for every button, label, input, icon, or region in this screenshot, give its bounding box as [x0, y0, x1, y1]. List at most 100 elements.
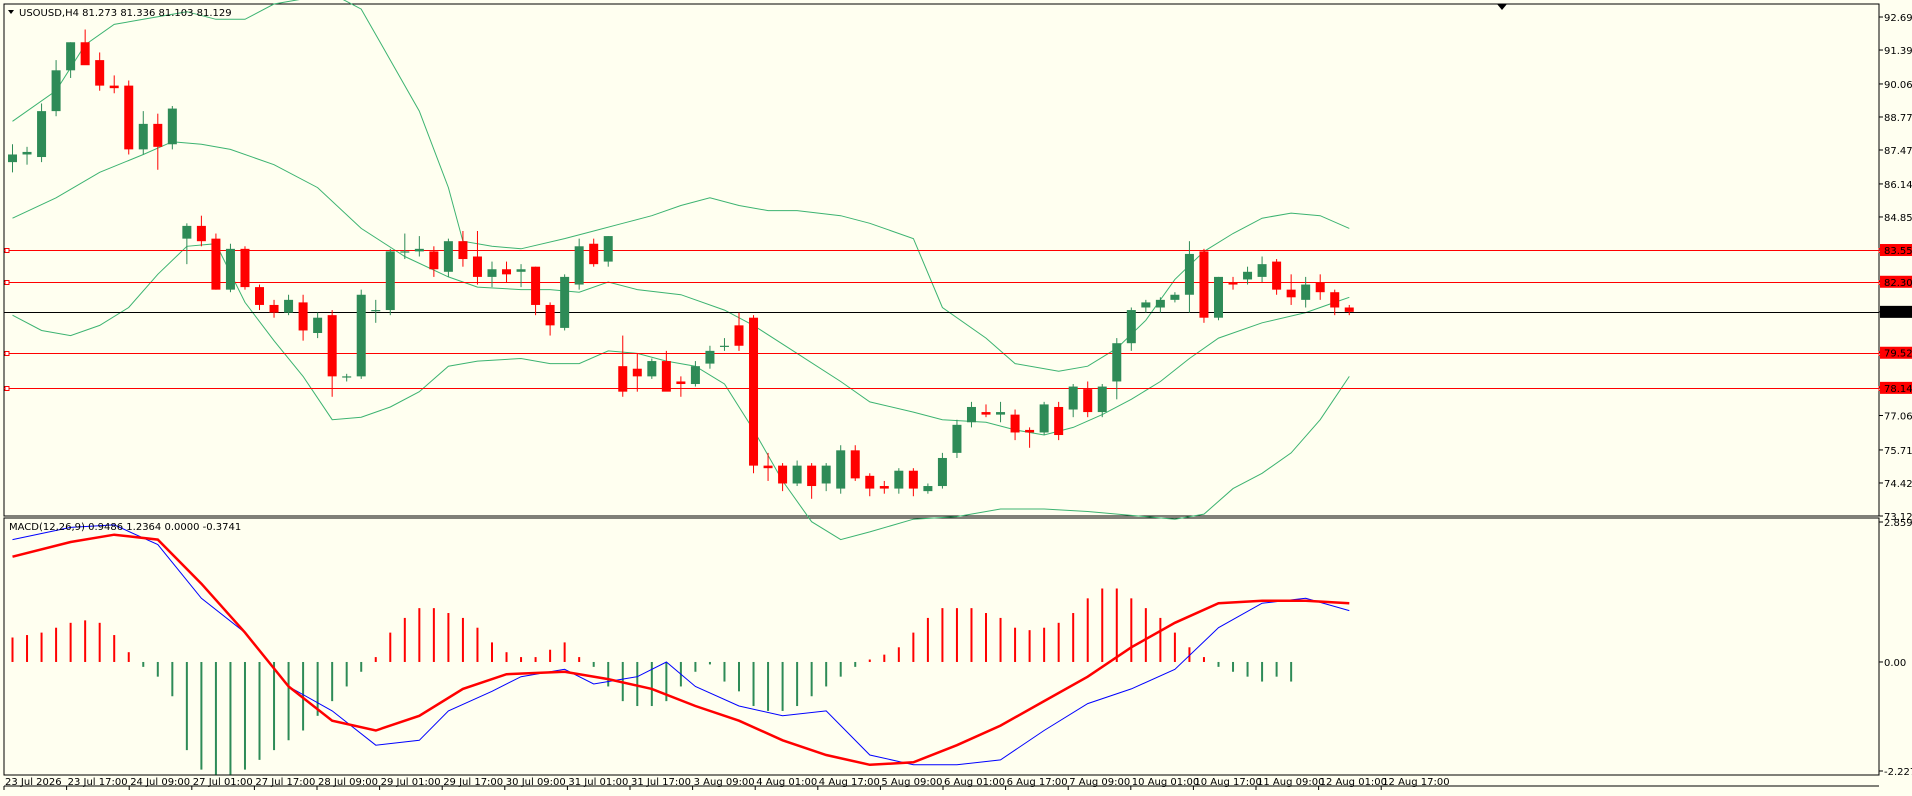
- candle: [1257, 256, 1267, 282]
- candle-body: [313, 317, 323, 334]
- time-tick-label: 31 Jul 17:00: [631, 777, 691, 788]
- candle-body: [836, 450, 846, 489]
- candle-body: [66, 42, 76, 71]
- candle: [1039, 401, 1049, 436]
- time-tick-label: 6 Aug 17:00: [1007, 777, 1068, 788]
- candle: [981, 404, 991, 418]
- candle-body: [1054, 406, 1064, 436]
- level-anchor[interactable]: [4, 351, 10, 356]
- candle-body: [356, 294, 366, 377]
- candle: [1301, 276, 1311, 308]
- candle: [545, 302, 555, 336]
- candle: [1272, 259, 1282, 295]
- symbol-dropdown-icon[interactable]: [8, 10, 14, 14]
- candle-body: [589, 243, 599, 265]
- time-tick-label: 23 Jul 2026: [5, 777, 62, 788]
- time-tick-label: 31 Jul 01:00: [568, 777, 628, 788]
- candle-body: [1068, 386, 1078, 410]
- candle-body: [632, 368, 642, 377]
- candle-body: [1155, 299, 1165, 308]
- level-anchor[interactable]: [4, 280, 10, 285]
- candle-body: [400, 251, 410, 253]
- macd-tick-label: 2.8595: [1884, 518, 1912, 529]
- candle: [1213, 276, 1223, 321]
- candle: [371, 299, 381, 323]
- candle-body: [342, 376, 352, 378]
- candle: [1097, 384, 1107, 418]
- candle-body: [705, 350, 715, 364]
- candle: [502, 261, 512, 282]
- price-tick-label: 75.715: [1884, 446, 1912, 457]
- level-price-badge: [1880, 346, 1912, 359]
- candle-body: [1286, 289, 1296, 298]
- chart-shift-marker-icon[interactable]: [1497, 4, 1507, 10]
- price-tick-label: 73.125: [1884, 512, 1912, 523]
- price-axis: 92.690 91.395 90.065 88.770 87.475 86.145 84.8…: [1879, 13, 1912, 523]
- candle: [1243, 266, 1253, 285]
- candle-body: [894, 470, 904, 489]
- candle: [443, 238, 453, 277]
- candle: [836, 445, 846, 494]
- candle: [719, 338, 729, 351]
- candle-body: [298, 302, 308, 331]
- candle: [1184, 241, 1194, 313]
- level-price-badge: [1880, 381, 1912, 394]
- candle: [66, 42, 76, 78]
- candle: [778, 463, 788, 492]
- level-anchor[interactable]: [4, 248, 10, 253]
- candle-body: [22, 151, 32, 155]
- candle: [284, 294, 294, 316]
- candle-body: [327, 315, 337, 377]
- candle-body: [458, 241, 468, 260]
- level-price-badge: [1880, 244, 1912, 257]
- candle-body: [1010, 414, 1020, 433]
- candle-body: [690, 366, 700, 385]
- candle-body: [734, 325, 744, 346]
- candle: [458, 230, 468, 267]
- candle-body: [1301, 284, 1311, 300]
- candle-body: [545, 304, 555, 326]
- price-tick-label: 83.554: [1884, 246, 1912, 257]
- candle-body: [923, 486, 933, 492]
- candle-body: [937, 457, 947, 487]
- candle: [1155, 297, 1165, 313]
- candle-body: [138, 123, 148, 150]
- candle-body: [8, 154, 17, 163]
- candle-body: [1243, 271, 1253, 280]
- candle-body: [1170, 294, 1180, 300]
- candle: [749, 315, 759, 474]
- candle-body: [269, 304, 279, 313]
- candle-body: [749, 317, 759, 466]
- price-tick-label: 92.690: [1884, 13, 1912, 24]
- candle: [952, 419, 962, 458]
- candle-body: [109, 85, 119, 89]
- candle: [1141, 299, 1151, 313]
- candle: [269, 299, 279, 318]
- candle: [1054, 401, 1064, 441]
- candle-body: [51, 70, 61, 112]
- candle: [618, 335, 628, 397]
- macd-tick-label: -2.2272: [1884, 767, 1912, 778]
- candle-body: [574, 246, 584, 285]
- horizontal-levels[interactable]: [4, 248, 1884, 391]
- candle: [1199, 248, 1209, 323]
- candle: [821, 463, 831, 492]
- candle-body: [1126, 310, 1136, 344]
- candle: [996, 401, 1006, 423]
- candle: [153, 113, 163, 170]
- candle-body: [240, 248, 250, 288]
- candle-body: [850, 450, 860, 479]
- candle-body: [385, 251, 395, 311]
- price-tick-label: 86.145: [1884, 180, 1912, 191]
- time-axis: 23 Jul 2026 23 Jul 17:00 24 Jul 09:00 27 Ju…: [3, 777, 1450, 790]
- level-anchor[interactable]: [4, 386, 10, 391]
- candle-body: [167, 108, 177, 145]
- candle: [400, 233, 410, 260]
- candle-body: [1141, 302, 1151, 308]
- candle: [560, 274, 570, 331]
- candle: [1068, 384, 1078, 418]
- candle-body: [981, 412, 991, 415]
- candle: [632, 353, 642, 392]
